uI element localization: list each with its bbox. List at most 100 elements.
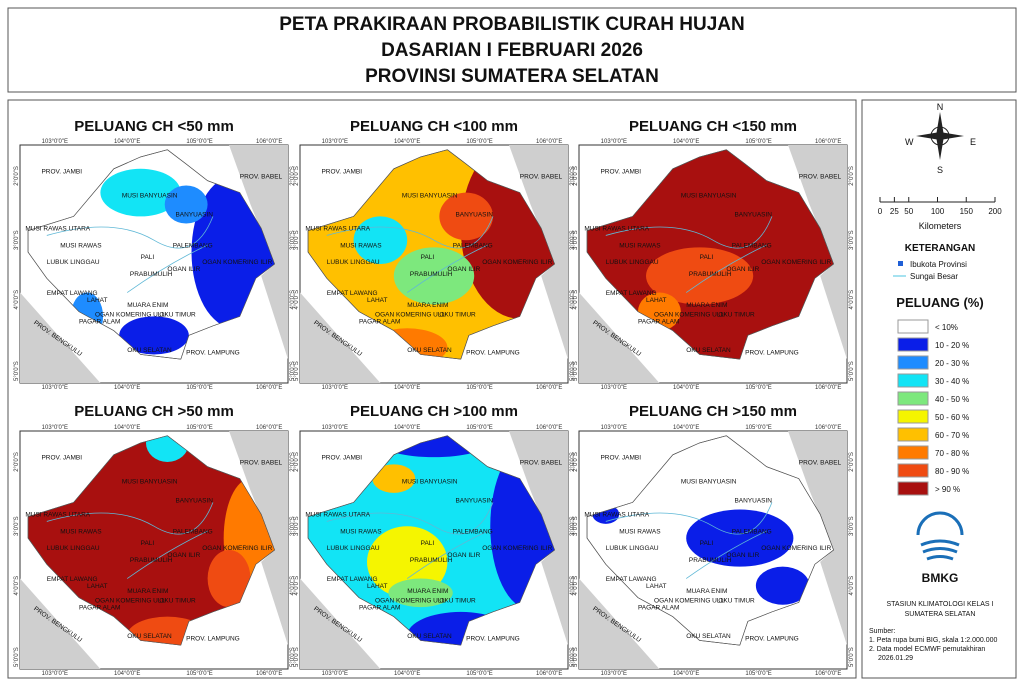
scale-label: 100 <box>931 207 945 216</box>
keterangan-title: KETERANGAN <box>905 243 976 254</box>
lat-label: 5°0'0"S <box>573 361 579 381</box>
lat-label: 5°0'0"S <box>294 361 300 381</box>
region-label: MUSI RAWAS UTARA <box>25 512 90 519</box>
logo-text: BMKG <box>922 571 959 585</box>
region-label: PROV. JAMBI <box>41 169 82 176</box>
region-label: MUARA ENIM <box>686 588 727 595</box>
region-label: PRABUMULIH <box>410 557 453 564</box>
panel-title: PELUANG CH >100 mm <box>350 403 518 420</box>
region-label: PROV. BABEL <box>799 173 842 180</box>
region-label: BANYUASIN <box>455 211 493 218</box>
probability-area <box>119 316 189 355</box>
region-label: OGAN ILIR <box>726 552 759 559</box>
probability-area <box>380 435 488 458</box>
region-label: OKU SELATAN <box>127 347 172 354</box>
region-label: OKU SELATAN <box>686 347 731 354</box>
class-label: 30 - 40 % <box>935 377 969 386</box>
region-label: PROV. BABEL <box>799 459 842 466</box>
lon-label: 106°0'0"E <box>536 425 562 431</box>
river <box>605 216 773 293</box>
region-label: OGAN ILIR <box>726 266 759 273</box>
lon-label: 105°0'0"E <box>186 671 212 677</box>
lat-label: 4°0'0"S <box>294 576 300 596</box>
class-label: 20 - 30 % <box>935 359 969 368</box>
region-label: PAGAR ALAM <box>638 319 679 326</box>
class-label: 70 - 80 % <box>935 449 969 458</box>
legend-box <box>861 99 1017 679</box>
lat-label: 2°0'0"S <box>570 166 576 186</box>
map-panel: PELUANG CH <50 mm PROV. JAMBI PROV. BABEL M… <box>14 118 296 391</box>
title-line: PROVINSI SUMATERA SELATAN <box>365 66 659 87</box>
region-label: PROV. BABEL <box>240 459 283 466</box>
region-label: OKU TIMUR <box>159 311 196 318</box>
region-label: LUBUK LINGGAU <box>606 545 659 552</box>
lat-label: 4°0'0"S <box>570 576 576 596</box>
river <box>326 216 494 293</box>
compass-w: W <box>905 137 914 147</box>
region-label: OGAN KOMERING ULU <box>654 597 725 604</box>
lon-label: 104°0'0"E <box>394 671 420 677</box>
lat-label: 3°0'0"S <box>573 516 579 536</box>
region-label: PALEMBANG <box>453 242 493 249</box>
region-label: OGAN ILIR <box>447 266 480 273</box>
lon-label: 104°0'0"E <box>394 139 420 145</box>
class-label: 10 - 20 % <box>935 341 969 350</box>
lon-label: 104°0'0"E <box>673 385 699 391</box>
lon-label: 103°0'0"E <box>601 139 627 145</box>
region-label: MUSI BANYUASIN <box>402 478 458 485</box>
region-label: LAHAT <box>646 297 666 304</box>
river <box>46 502 214 579</box>
sea <box>229 431 288 646</box>
compass-n: N <box>937 102 944 112</box>
lon-label: 106°0'0"E <box>815 671 841 677</box>
sea <box>20 578 101 669</box>
region-label: EMPAT LAWANG <box>606 576 657 583</box>
region-label: PROV. BABEL <box>520 459 563 466</box>
keterangan-item: Ibukota Provinsi <box>910 260 967 269</box>
region-label: MUSI RAWAS <box>619 528 661 535</box>
compass-s: S <box>937 165 943 175</box>
region-label: MUARA ENIM <box>407 302 448 309</box>
region-label: PRABUMULIH <box>410 271 453 278</box>
panel-title: PELUANG CH <150 mm <box>629 118 797 135</box>
lon-label: 103°0'0"E <box>322 139 348 145</box>
lon-label: 103°0'0"E <box>322 385 348 391</box>
lon-label: 105°0'0"E <box>466 139 492 145</box>
sea <box>229 145 288 360</box>
station: STASIUN KLIMATOLOGI KELAS I <box>887 601 994 608</box>
region-label: MUSI BANYUASIN <box>681 192 737 199</box>
outline <box>27 435 275 646</box>
class-swatch <box>897 481 929 496</box>
class-label: 40 - 50 % <box>935 395 969 404</box>
region-label: LUBUK LINGGAU <box>327 259 380 266</box>
lat-label: 4°0'0"S <box>290 290 296 310</box>
class-label: 50 - 60 % <box>935 413 969 422</box>
region-label: PROV. JAMBI <box>600 455 641 462</box>
river <box>605 502 773 579</box>
lat-label: 5°0'0"S <box>849 361 855 381</box>
region-label: PROV. BABEL <box>520 173 563 180</box>
lat-label: 2°0'0"S <box>294 452 300 472</box>
region-label: OGAN KOMERING ULU <box>375 597 446 604</box>
lat-label: 4°0'0"S <box>14 290 20 310</box>
region-label: MUSI RAWAS <box>60 528 102 535</box>
region-label: BANYUASIN <box>734 211 772 218</box>
sea <box>579 578 660 669</box>
region-label: PAGAR ALAM <box>359 319 400 326</box>
region-label: PROV. BABEL <box>240 173 283 180</box>
region-label: OGAN KOMERING ILIR <box>482 545 552 552</box>
region-label: PALI <box>421 540 435 547</box>
scale-label: 150 <box>960 207 974 216</box>
lat-label: 2°0'0"S <box>290 166 296 186</box>
region-label: OKU SELATAN <box>407 347 452 354</box>
header-box <box>7 7 1017 93</box>
class-swatch <box>897 319 929 334</box>
title-line: PETA PRAKIRAAN PROBABILISTIK CURAH HUJAN <box>279 14 745 35</box>
lon-label: 106°0'0"E <box>536 385 562 391</box>
region-label: MUSI BANYUASIN <box>122 478 178 485</box>
region-label: MUARA ENIM <box>127 302 168 309</box>
lon-label: 103°0'0"E <box>601 671 627 677</box>
outline <box>307 149 555 360</box>
title-line: DASARIAN I FEBRUARI 2026 <box>381 40 643 61</box>
scale-label: 50 <box>904 207 913 216</box>
